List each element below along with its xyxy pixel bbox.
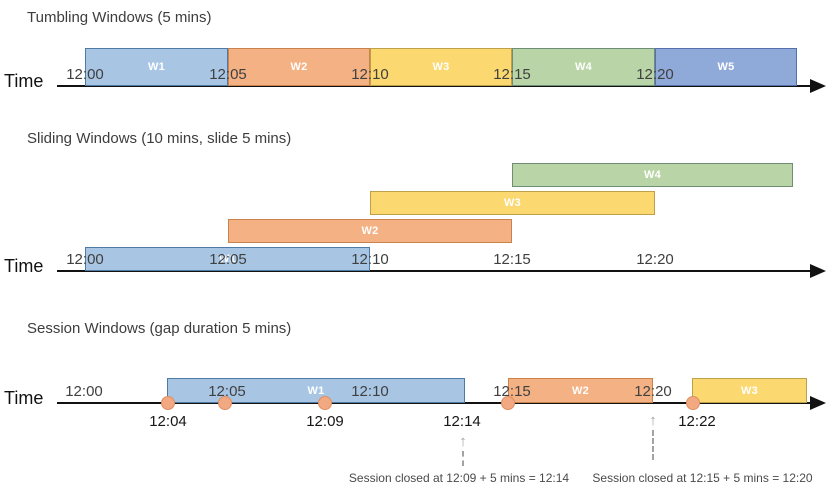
session-tick-12-15: 12:15 [493, 383, 531, 400]
tumbling-window-w1: W1 [85, 48, 228, 86]
window-label: W2 [290, 61, 308, 73]
session-timeline-arrowhead-icon [810, 396, 826, 410]
sliding-section-title: Sliding Windows (10 mins, slide 5 mins) [27, 130, 292, 147]
window-label: W1 [218, 253, 237, 265]
window-label: W4 [643, 169, 662, 181]
session-close-label-12-14: 12:14 [443, 413, 481, 430]
tumbling-tick-12-10: 12:10 [351, 66, 389, 83]
session-section-title: Session Windows (gap duration 5 mins) [27, 320, 292, 337]
tumbling-section-title: Tumbling Windows (5 mins) [27, 9, 212, 26]
dashed-up-arrow: ↑ [645, 412, 661, 460]
tumbling-window-w5: W5 [655, 48, 797, 86]
window-label: W4 [574, 61, 593, 73]
window-label: W5 [717, 61, 735, 73]
session-tick-12-20: 12:20 [634, 383, 672, 400]
window-label: W3 [432, 61, 450, 73]
sliding-window-w3: W3 [370, 191, 655, 215]
session-closed-annotation-1: Session closed at 12:09 + 5 mins = 12:14 [348, 471, 570, 485]
window-label: W2 [361, 225, 379, 237]
tumbling-timeline-arrowhead-icon [810, 79, 826, 93]
event-dot [318, 396, 332, 410]
tumbling-window-w4: W4 [512, 48, 655, 86]
tumbling-time-axis-label: Time [4, 71, 44, 91]
dashed-stem [462, 451, 464, 466]
window-label: W1 [147, 61, 166, 73]
tumbling-tick-12-15: 12:15 [493, 66, 531, 83]
sliding-time-axis-label: Time [4, 256, 44, 276]
up-arrow-icon: ↑ [459, 433, 467, 450]
window-label: W1 [307, 384, 325, 397]
sliding-window-w1: W1 [85, 247, 370, 271]
dashed-up-arrow: ↑ [455, 433, 471, 466]
sliding-timeline [57, 270, 814, 272]
session-closed-annotation-2: Session closed at 12:15 + 5 mins = 12:20 [592, 471, 813, 485]
window-label: W2 [571, 384, 590, 397]
session-window-w3: W3 [692, 378, 807, 403]
event-time-label-12-04: 12:04 [149, 413, 187, 430]
session-tick-12-10: 12:10 [351, 383, 389, 400]
session-tick-12-00: 12:00 [65, 383, 103, 400]
sliding-window-w2: W2 [228, 219, 512, 243]
window-label: W3 [740, 384, 759, 397]
tumbling-window-w2: W2 [228, 48, 370, 86]
event-dot [686, 396, 700, 410]
sliding-tick-12-20: 12:20 [636, 251, 674, 268]
event-time-label-12-22: 12:22 [678, 413, 716, 430]
sliding-tick-12-10: 12:10 [351, 251, 389, 268]
sliding-tick-12-00: 12:00 [66, 251, 104, 268]
session-time-axis-label: Time [4, 388, 44, 408]
sliding-tick-12-05: 12:05 [209, 251, 247, 268]
tumbling-timeline [57, 85, 814, 87]
event-dot [501, 396, 515, 410]
event-dot [218, 396, 232, 410]
tumbling-tick-12-00: 12:00 [66, 66, 104, 83]
session-timeline [57, 402, 814, 404]
event-dot [161, 396, 175, 410]
dashed-stem [652, 430, 654, 460]
event-time-label-12-09: 12:09 [306, 413, 344, 430]
sliding-window-w4: W4 [512, 163, 793, 187]
tumbling-tick-12-05: 12:05 [209, 66, 247, 83]
tumbling-tick-12-20: 12:20 [636, 66, 674, 83]
session-window-w1: W1 [167, 378, 465, 403]
up-arrow-icon: ↑ [649, 412, 657, 429]
window-label: W3 [503, 197, 522, 209]
tumbling-window-w3: W3 [370, 48, 512, 86]
sliding-tick-12-15: 12:15 [493, 251, 531, 268]
session-window-w2: W2 [508, 378, 653, 403]
sliding-timeline-arrowhead-icon [810, 264, 826, 278]
session-tick-12-05: 12:05 [208, 383, 246, 400]
